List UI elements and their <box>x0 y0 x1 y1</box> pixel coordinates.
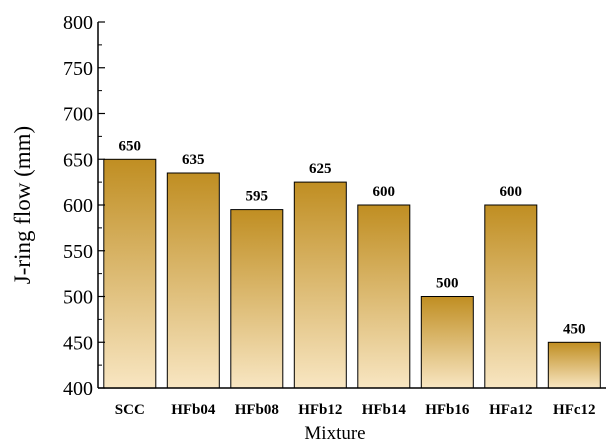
y-tick-label: 550 <box>63 241 93 263</box>
y-tick-label: 800 <box>63 12 93 34</box>
data-label-hfa12: 600 <box>500 184 523 200</box>
x-tick-label-hfb14: HFb14 <box>362 402 407 418</box>
data-label-scc: 650 <box>119 138 142 154</box>
bar-hfb04 <box>166 172 220 389</box>
x-tick-label-hfb04: HFb04 <box>171 402 216 418</box>
bar-hfb12 <box>293 181 347 389</box>
data-label-hfb12: 625 <box>309 161 332 177</box>
plot-area: 650 SCC 635 HFb04 595 HFb08 625 HFb12 600 HFb14 50… <box>63 12 606 418</box>
data-label-hfc12: 450 <box>563 321 586 337</box>
y-tick-label: 400 <box>63 378 93 400</box>
x-tick-label-scc: SCC <box>115 402 145 418</box>
y-tick-label: 500 <box>63 287 93 309</box>
y-tick-label: 700 <box>63 104 93 126</box>
y-axis-title: J-ring flow (mm) <box>10 126 35 284</box>
data-label-hfb08: 595 <box>246 189 269 205</box>
x-axis-title: Mixture <box>304 423 365 444</box>
x-tick-label-hfb08: HFb08 <box>235 402 279 418</box>
x-tick-label-hfa12: HFa12 <box>489 402 532 418</box>
data-label-hfb04: 635 <box>182 152 205 168</box>
x-tick-label-hfb16: HFb16 <box>425 402 470 418</box>
bar-hfb14 <box>357 204 411 389</box>
y-tick-label: 450 <box>63 332 93 354</box>
y-tick-label: 750 <box>63 58 93 80</box>
bar-hfa12 <box>484 204 538 389</box>
x-tick-label-hfb12: HFb12 <box>298 402 342 418</box>
bar-hfb16 <box>420 296 474 389</box>
data-label-hfb16: 500 <box>436 276 459 292</box>
y-tick-label: 650 <box>63 149 93 171</box>
bar-hfc12 <box>547 341 601 389</box>
y-tick-label: 600 <box>63 195 93 217</box>
bar-hfb08 <box>230 209 284 389</box>
x-tick-label-hfc12: HFc12 <box>553 402 596 418</box>
data-label-hfb14: 600 <box>373 184 396 200</box>
bar-scc <box>103 158 157 389</box>
